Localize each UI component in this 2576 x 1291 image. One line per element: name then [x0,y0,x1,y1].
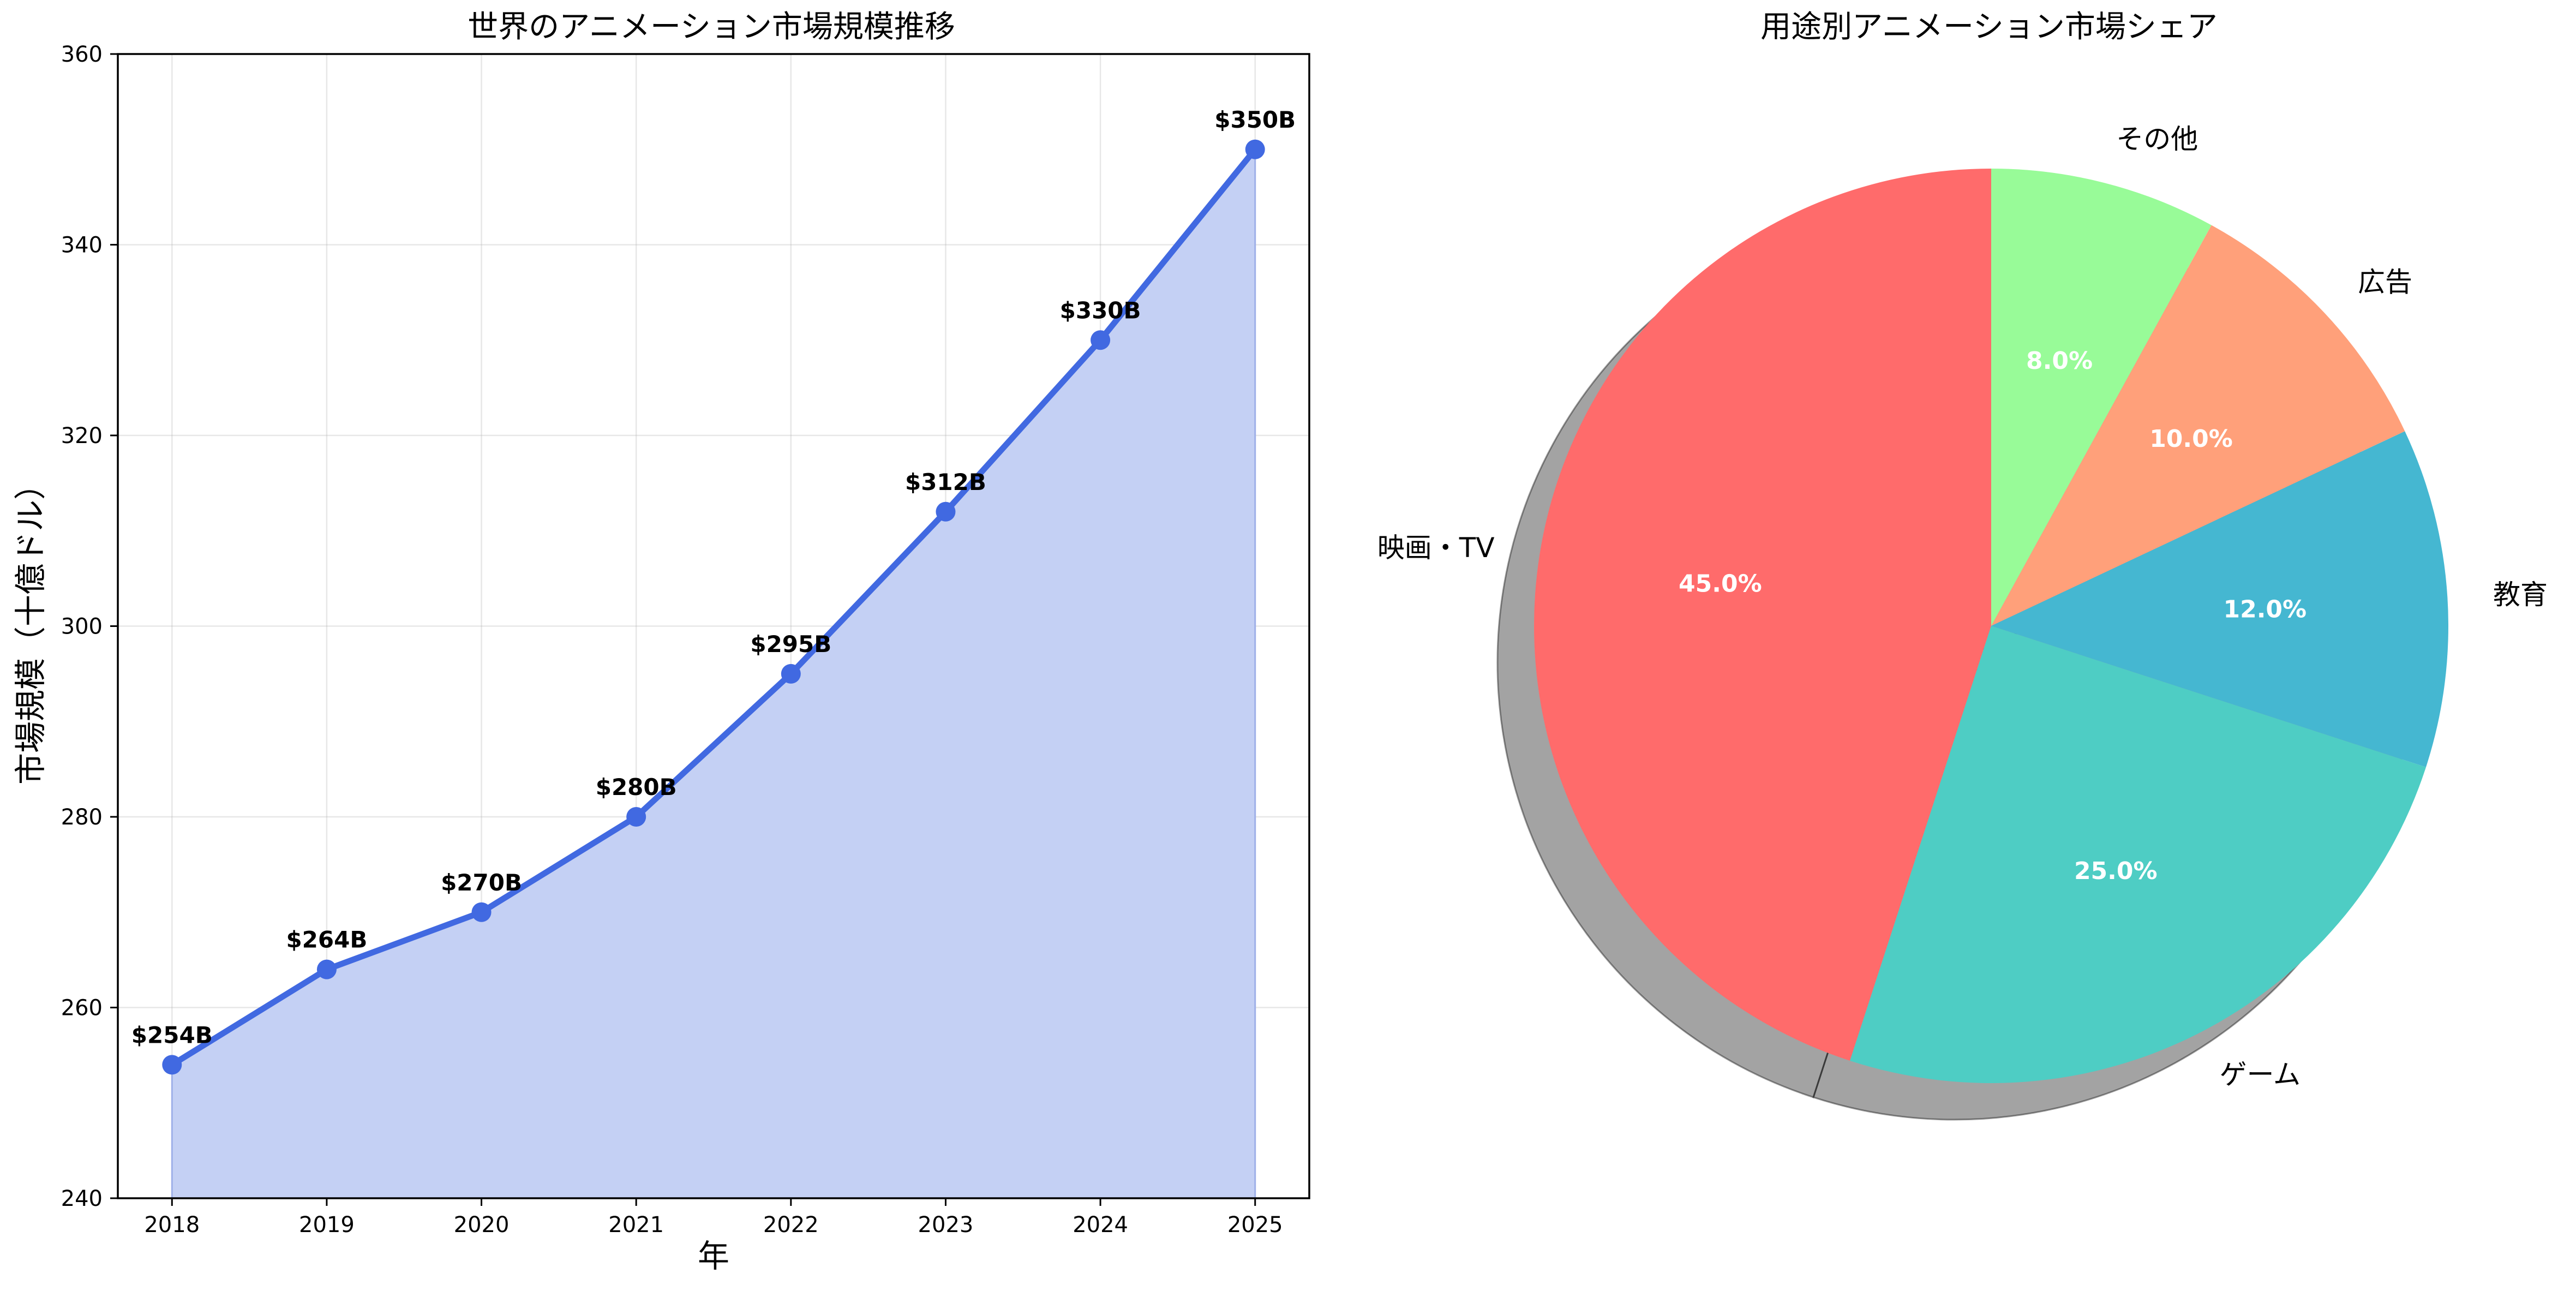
series-line [169,146,1259,1068]
pie-percentage-label: 45.0% [1679,570,1762,597]
data-label: $280B [596,774,677,800]
data-label: $270B [441,869,522,896]
data-point [1091,330,1111,350]
y-axis-ticks: 240 260 280 300 320 340 360 [61,42,118,1211]
data-point [936,501,956,522]
market-size-chart: 世界のアニメーション市場規模推移 $254B $264B $270B $280B $29… [12,9,1310,1275]
x-tick-label: 2020 [454,1212,510,1238]
data-label: $330B [1060,297,1141,324]
data-labels: $254B $264B $270B $280B $295B $312B $330B $350B [131,106,1296,1049]
data-label: $350B [1214,106,1296,133]
data-point [781,664,801,684]
y-tick-label: 340 [61,233,103,258]
series-polyline [169,146,1259,1068]
y-tick-label: 360 [61,42,103,67]
data-label: $295B [750,631,831,658]
pie-category-label: 映画・TV [1377,532,1495,564]
y-tick-label: 300 [61,614,103,639]
x-axis-label: 年 [698,1238,729,1275]
y-tick-label: 280 [61,805,103,830]
pie-category-label: 教育 [2493,579,2548,611]
data-label: $254B [131,1021,213,1048]
pie-category-label: その他 [2116,123,2198,155]
pie-percentage-label: 12.0% [2223,595,2307,623]
x-tick-label: 2025 [1227,1212,1283,1238]
pie-slice [1991,431,2448,767]
pie-percentage-label: 10.0% [2149,425,2233,453]
x-tick-label: 2024 [1073,1212,1128,1238]
pie-percentage-label: 25.0% [2074,857,2158,885]
x-tick-label: 2018 [144,1212,200,1238]
pie-category-label: ゲーム [2219,1059,2300,1090]
data-point [162,1055,182,1075]
pie-slice [1991,169,2212,626]
data-point [1245,139,1265,159]
y-tick-label: 240 [61,1186,103,1211]
pie-percentage-labels: 45.0% 25.0% 12.0% 10.0% 8.0% [1679,347,2307,885]
data-point [626,807,646,827]
data-points [162,139,1265,1075]
x-tick-label: 2023 [918,1212,974,1238]
pie-slice [1850,626,2426,1084]
pie-category-labels: 映画・TV ゲーム 教育 広告 その他 [1377,123,2548,1090]
x-tick-label: 2021 [608,1212,664,1238]
usage-share-pie-chart: 用途別アニメーション市場シェア 45.0% 25.0% 12.0% 10.0% 8.0%… [1377,9,2548,1121]
data-point [471,902,492,922]
pie-slices [1533,169,2448,1084]
x-tick-label: 2019 [299,1212,355,1238]
pie-slice [1533,169,1991,1061]
pie-category-label: 広告 [2358,266,2412,298]
y-axis-label: 市場規模（十億ドル） [12,468,49,785]
data-label: $312B [905,469,986,495]
line-chart-title: 世界のアニメーション市場規模推移 [468,9,955,45]
x-axis-ticks: 2018 2019 2020 2021 2022 2023 2024 2025 [144,1198,1283,1238]
data-point [316,959,337,979]
x-tick-label: 2022 [763,1212,819,1238]
y-tick-label: 320 [61,423,103,449]
pie-chart-title: 用途別アニメーション市場シェア [1760,9,2218,45]
y-tick-label: 260 [61,996,103,1021]
pie-percentage-label: 8.0% [2026,347,2093,375]
pie-slice [1991,225,2405,626]
data-label: $264B [286,927,367,953]
